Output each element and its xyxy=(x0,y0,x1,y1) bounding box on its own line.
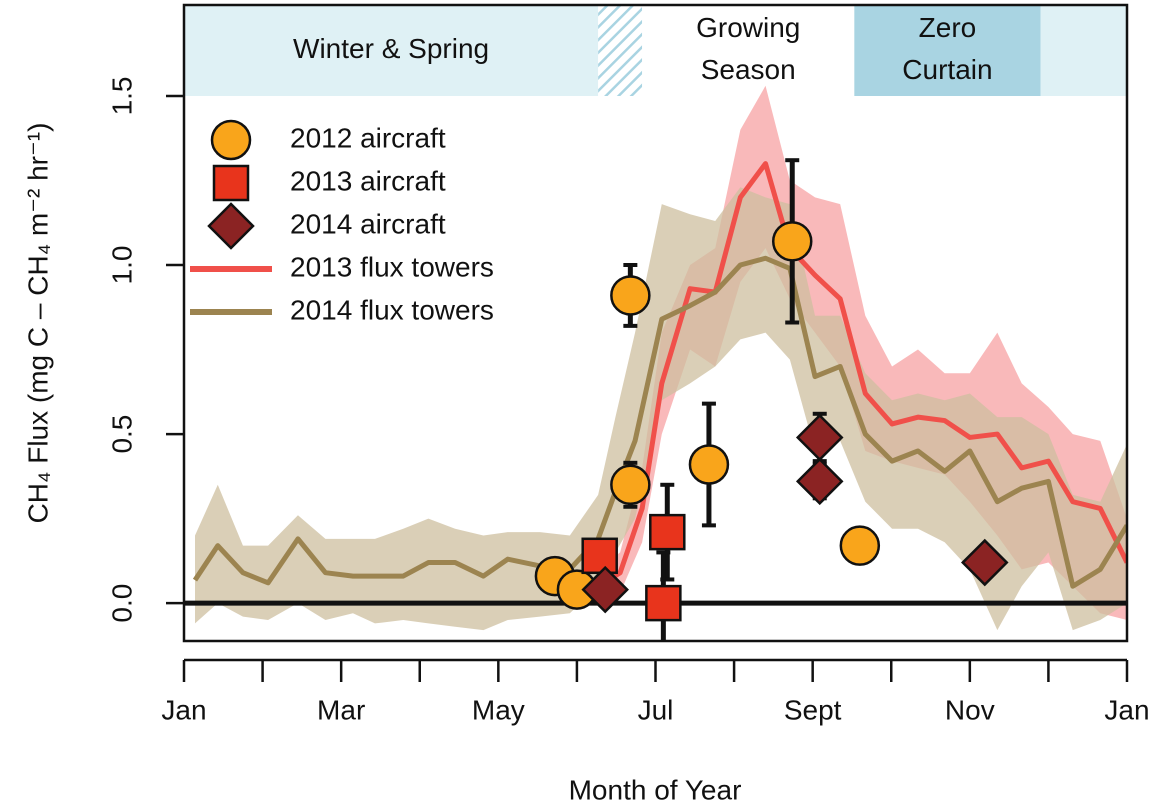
season-label: Zero xyxy=(919,12,977,43)
marker-square xyxy=(645,584,682,622)
x-tick-label: Sept xyxy=(784,694,842,725)
season-band xyxy=(854,5,1041,96)
series-line xyxy=(192,255,1127,589)
legend-label: 2013 flux towers xyxy=(290,251,494,282)
season-band xyxy=(598,5,643,96)
legend-label: 2014 flux towers xyxy=(290,294,494,325)
season-band xyxy=(184,5,599,96)
plot-area xyxy=(184,5,1127,631)
marker-square xyxy=(581,537,618,575)
y-tick-label: 1.5 xyxy=(106,76,137,115)
marker-diamond xyxy=(795,457,844,506)
x-tick-label: Jan xyxy=(1104,694,1149,725)
x-tick-label: Jul xyxy=(638,694,674,725)
season-label: Growing xyxy=(696,12,800,43)
y-axis-label: CH₄ Flux (mg C – CH₄ m⁻² hr⁻¹) xyxy=(22,123,53,524)
overlay: Winter & Spring Growing Season Zero Curtain 0… xyxy=(106,3,1150,725)
x-tick-label: Nov xyxy=(945,694,995,725)
x-axis-label: Month of Year xyxy=(569,774,742,805)
marker-circle xyxy=(771,221,813,262)
season-band xyxy=(642,5,855,96)
marker-circle xyxy=(210,119,252,161)
y-tick-label: 1.0 xyxy=(106,246,137,285)
marker-circle xyxy=(839,525,881,566)
confidence-band xyxy=(195,187,1127,631)
marker-circle xyxy=(610,464,651,506)
legend-label: 2012 aircraft xyxy=(290,122,446,153)
season-band xyxy=(1040,5,1127,96)
plot-frame xyxy=(182,3,1129,643)
series-line xyxy=(596,161,1127,589)
season-label: Curtain xyxy=(902,54,992,85)
marker-square xyxy=(212,164,250,202)
legend: 2012 aircraft 2013 aircraft 2014 aircraft 2… xyxy=(190,119,494,325)
y-tick-label: 0.5 xyxy=(106,415,137,454)
x-tick-label: Mar xyxy=(317,694,365,725)
legend-label: 2013 aircraft xyxy=(290,165,446,196)
x-tick-label: Jan xyxy=(161,694,206,725)
marker-square xyxy=(649,513,686,551)
marker-diamond xyxy=(960,538,1009,587)
points xyxy=(534,221,1009,622)
x-tick-label: May xyxy=(472,694,525,725)
season-label: Winter & Spring xyxy=(293,33,489,64)
legend-label: 2014 aircraft xyxy=(290,208,446,239)
marker-diamond xyxy=(207,202,255,250)
marker-diamond xyxy=(581,565,629,614)
season-label: Season xyxy=(701,54,796,85)
marker-circle xyxy=(610,275,651,316)
marker-circle xyxy=(688,444,730,485)
y-tick-label: 0.0 xyxy=(106,584,137,623)
